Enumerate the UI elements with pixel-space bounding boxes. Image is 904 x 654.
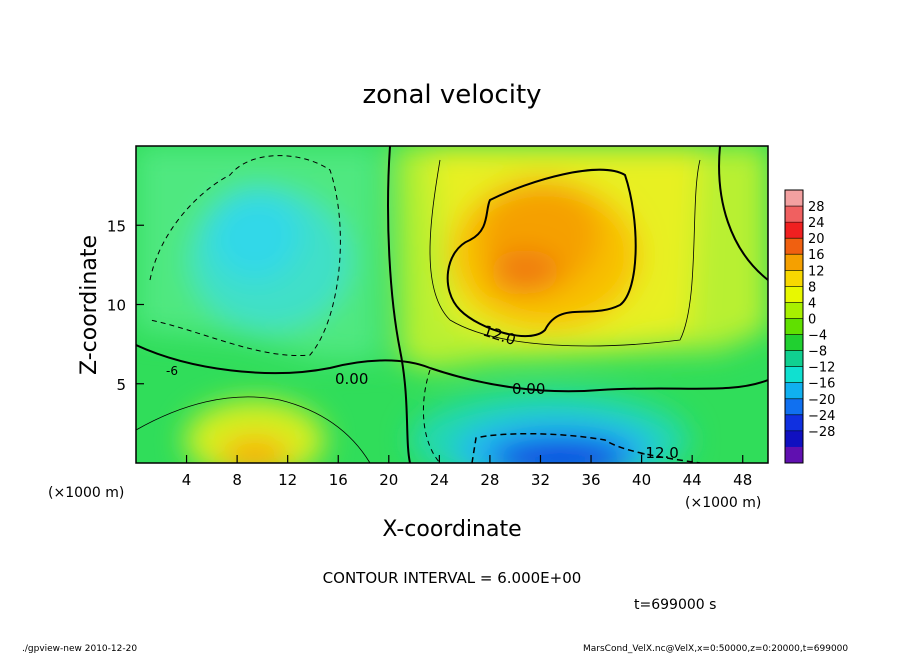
time-text: t=699000 s bbox=[634, 597, 716, 613]
x-tick-label: 12 bbox=[278, 471, 297, 489]
colorbar-swatch bbox=[785, 238, 803, 255]
colorbar-label: 16 bbox=[808, 248, 825, 263]
x-unit-note: (×1000 m) bbox=[48, 485, 124, 501]
contour-label: 0.00 bbox=[335, 370, 368, 388]
colorbar-swatch bbox=[785, 190, 803, 207]
plot-area bbox=[136, 146, 768, 463]
colorbar-label: 24 bbox=[808, 216, 825, 231]
colorbar-frame bbox=[784, 189, 804, 464]
colorbar-label: 20 bbox=[808, 232, 825, 247]
colorbar-swatch bbox=[785, 398, 803, 416]
contour-interval-text: CONTOUR INTERVAL = 6.000E+00 bbox=[323, 569, 582, 587]
x-tick-label: 44 bbox=[683, 471, 702, 489]
colorbar-swatch bbox=[785, 414, 803, 432]
colorbar-swatch bbox=[785, 350, 803, 368]
x-tick-label: 20 bbox=[379, 471, 398, 489]
x-tick-label: 16 bbox=[329, 471, 348, 489]
colorbar-swatch bbox=[785, 366, 803, 384]
colorbar-swatch bbox=[785, 334, 803, 352]
colorbar-label: 8 bbox=[808, 280, 816, 295]
footer-right: MarsCond_VelX.nc@VelX,x=0:50000,z=0:2000… bbox=[583, 644, 848, 654]
x-tick-label: 28 bbox=[480, 471, 499, 489]
y-tick-label: 5 bbox=[116, 376, 126, 394]
y-axis-label: Z-coordinate bbox=[77, 235, 102, 375]
x-tick-label: 4 bbox=[182, 471, 192, 489]
colorbar-label: 28 bbox=[808, 200, 825, 215]
y-unit-note: (×1000 m) bbox=[685, 495, 761, 511]
colorbar-label: −4 bbox=[808, 329, 827, 344]
colorbar-label: −16 bbox=[808, 377, 835, 392]
colorbar-label: −28 bbox=[808, 425, 835, 440]
x-tick-label: 24 bbox=[430, 471, 449, 489]
colorbar-label: 0 bbox=[808, 312, 816, 327]
x-axis: 4 8 12 16 20 24 28 32 36 40 44 48 bbox=[182, 455, 752, 489]
colorbar-label: −20 bbox=[808, 393, 835, 408]
colorbar-swatch bbox=[785, 206, 803, 223]
contour-labels: 0.00 0.00 12.0 -12.0 -6 bbox=[166, 322, 679, 462]
colorbar-swatch bbox=[785, 430, 803, 448]
y-tick-label: 15 bbox=[107, 217, 126, 235]
colorbar-label: −8 bbox=[808, 345, 827, 360]
colorbar-label: −24 bbox=[808, 409, 835, 424]
colorbar-swatch bbox=[785, 382, 803, 400]
contour-label: -12.0 bbox=[640, 444, 679, 462]
colorbar-swatch bbox=[785, 222, 803, 239]
colorbar-label: −12 bbox=[808, 361, 835, 376]
chart-title: zonal velocity bbox=[362, 80, 541, 110]
x-axis-label: X-coordinate bbox=[382, 517, 521, 542]
x-tick-label: 36 bbox=[581, 471, 600, 489]
colorbar-swatch bbox=[785, 318, 803, 336]
colorbar-swatch bbox=[785, 446, 803, 464]
y-tick-label: 10 bbox=[107, 297, 126, 315]
colorbar-swatch bbox=[785, 254, 803, 271]
colorbar-swatch bbox=[785, 286, 803, 303]
contour-label: -6 bbox=[166, 364, 178, 378]
colorbar-swatch bbox=[785, 302, 803, 319]
y-axis: 5 10 15 bbox=[107, 217, 144, 394]
x-tick-label: 32 bbox=[531, 471, 550, 489]
x-tick-label: 8 bbox=[232, 471, 242, 489]
footer-left: ./gpview-new 2010-12-20 bbox=[22, 644, 137, 654]
colorbar-label: 12 bbox=[808, 264, 825, 279]
x-tick-label: 40 bbox=[632, 471, 651, 489]
x-tick-label: 48 bbox=[733, 471, 752, 489]
colorbar-label: 4 bbox=[808, 296, 816, 311]
colorbar-swatch bbox=[785, 270, 803, 287]
contour-label: 0.00 bbox=[512, 380, 545, 398]
